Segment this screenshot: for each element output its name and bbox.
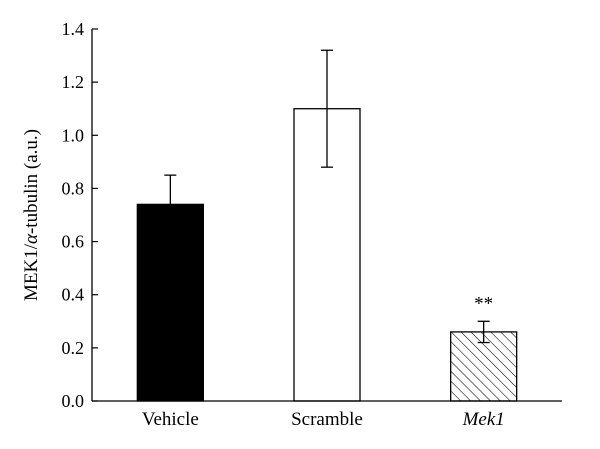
y-tick-label: 1.0	[62, 125, 85, 145]
y-tick-label: 0.2	[62, 338, 85, 358]
significance-label: **	[474, 293, 493, 314]
bars: **	[136, 49, 518, 402]
y-tick-label: 1.4	[62, 19, 85, 39]
y-tick-label: 0.6	[62, 232, 85, 252]
bar	[136, 203, 204, 402]
x-category-label: Vehicle	[142, 409, 199, 430]
x-category-label: Mek1	[462, 409, 505, 430]
y-tick-label: 0.8	[62, 178, 85, 198]
bar	[450, 331, 518, 402]
axes	[91, 29, 562, 402]
y-tick-label: 0.0	[62, 391, 85, 411]
y-tick-label: 1.2	[62, 72, 85, 92]
y-axis-title-part: MEK1/	[21, 243, 42, 301]
x-axis-labels: Vehicle Scramble Mek1	[142, 409, 505, 430]
x-category-label: Scramble	[291, 409, 363, 430]
y-axis-ticks: 0.0 0.2 0.4 0.6 0.8 1.0 1.2 1.4	[62, 19, 98, 411]
y-axis-title-alpha: α	[21, 233, 42, 244]
y-axis-title: MEK1/α-tubulin (a.u.)	[21, 129, 42, 301]
y-tick-label: 0.4	[62, 285, 85, 305]
y-axis-title-part: -tubulin (a.u.)	[21, 129, 42, 234]
